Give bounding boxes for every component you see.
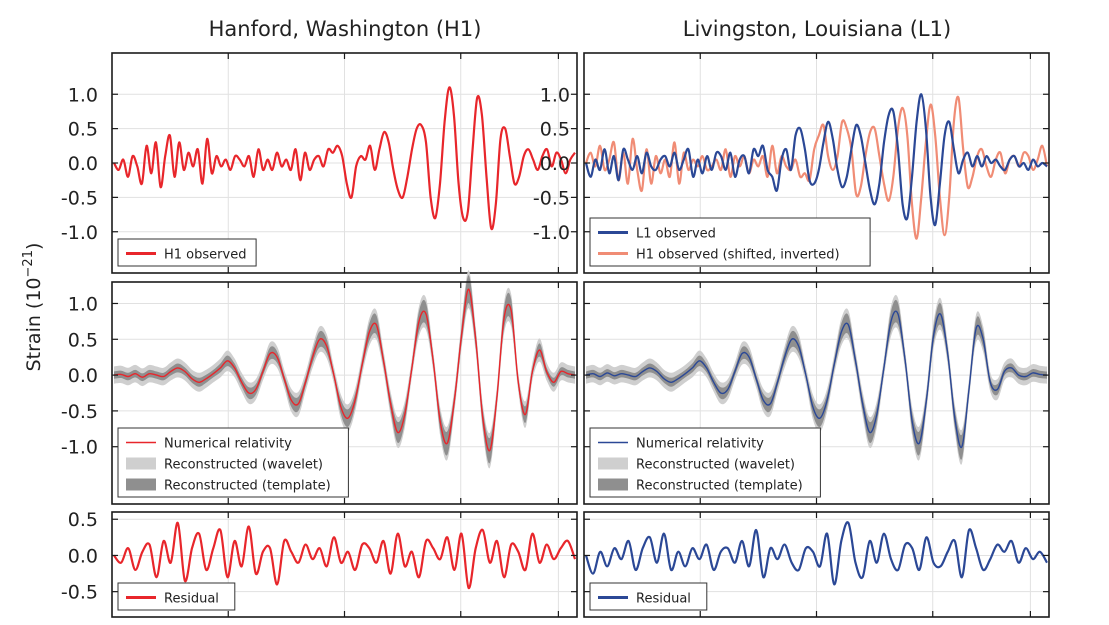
y-tick-label: 0.5 bbox=[68, 509, 98, 531]
legend-label: Numerical relativity bbox=[636, 437, 764, 452]
band-reconstructed-wavelet- bbox=[586, 294, 1047, 465]
y-tick-label: -0.5 bbox=[61, 582, 98, 604]
legend-label: Numerical relativity bbox=[164, 437, 292, 452]
series-line-residual bbox=[584, 521, 1048, 586]
legend: Residual bbox=[117, 582, 236, 611]
series-line-numerical-relativity bbox=[113, 288, 576, 452]
y-tick-label: -1.0 bbox=[61, 437, 98, 459]
y-tick-label: 0.5 bbox=[540, 119, 570, 141]
svg-text:Strain (10−21): Strain (10−21) bbox=[21, 243, 45, 372]
title-l1: Livingston, Louisiana (L1) bbox=[683, 17, 951, 41]
legend-swatch bbox=[598, 457, 628, 470]
y-tick-label: -0.5 bbox=[61, 401, 98, 423]
legend: Numerical relativity Reconstructed (wavel… bbox=[589, 427, 821, 498]
panel-top-right: 1.0 0.5 0.0 -0.5 -1.0 L1 observed H1 observed … bbox=[533, 52, 1050, 274]
legend: L1 observed H1 observed (shifted, inverte… bbox=[589, 217, 871, 267]
y-tick-label: 0.0 bbox=[68, 545, 98, 567]
legend-box bbox=[589, 217, 871, 267]
legend-label: Reconstructed (wavelet) bbox=[164, 458, 323, 473]
y-tick-label: 1.0 bbox=[540, 84, 570, 106]
legend-label: Residual bbox=[636, 592, 691, 607]
y-tick-label: 0.0 bbox=[68, 365, 98, 387]
band-reconstructed-template- bbox=[586, 299, 1047, 460]
y-axis-label: Strain (10−21) bbox=[21, 243, 45, 372]
y-tick-label: -1.0 bbox=[533, 222, 570, 244]
legend: H1 observed bbox=[117, 238, 257, 267]
panel-bottom-right: Residual bbox=[583, 511, 1050, 618]
legend-label: H1 observed (shifted, inverted) bbox=[636, 248, 840, 263]
legend-swatch bbox=[126, 478, 156, 491]
legend-swatch bbox=[598, 478, 628, 491]
series-line-h-observed-shifted-inverted- bbox=[584, 95, 1049, 240]
ylabel-exponent: −21 bbox=[21, 250, 36, 277]
series-line-l-observed bbox=[584, 93, 1048, 227]
panel-top-left: 1.0 0.5 0.0 -0.5 -1.0 H1 observed bbox=[61, 52, 578, 274]
legend-box bbox=[117, 427, 349, 498]
y-tick-label: 0.5 bbox=[68, 119, 98, 141]
legend-label: Reconstructed (template) bbox=[164, 479, 331, 494]
panels: 1.0 0.5 0.0 -0.5 -1.0 H1 observed 1.0 0.5 0.0 -0.… bbox=[61, 52, 1050, 618]
series-line-h-observed bbox=[113, 86, 576, 231]
legend-label: Reconstructed (wavelet) bbox=[636, 458, 795, 473]
panel-bottom-left: 0.5 0.0 -0.5 Residual bbox=[61, 509, 578, 618]
legend: Numerical relativity Reconstructed (wavel… bbox=[117, 427, 349, 498]
series-line-numerical-relativity bbox=[585, 310, 1048, 449]
ylabel-text: Strain (10 bbox=[23, 277, 45, 371]
y-tick-label: 0.0 bbox=[68, 153, 98, 175]
y-tick-label: 1.0 bbox=[68, 293, 98, 315]
panel-middle-right: Numerical relativity Reconstructed (wavel… bbox=[583, 281, 1050, 505]
legend-label: H1 observed bbox=[164, 248, 246, 263]
panel-middle-left: 1.0 0.5 0.0 -0.5 -1.0 Numerical relativity Rec… bbox=[61, 270, 578, 505]
legend-label: L1 observed bbox=[636, 227, 716, 242]
y-tick-label: -0.5 bbox=[533, 187, 570, 209]
series-line-residual bbox=[113, 521, 577, 590]
legend-label: Residual bbox=[164, 592, 219, 607]
y-tick-label: 1.0 bbox=[68, 84, 98, 106]
title-h1: Hanford, Washington (H1) bbox=[209, 17, 482, 41]
y-tick-label: -0.5 bbox=[61, 187, 98, 209]
ylabel-close: ) bbox=[23, 243, 45, 250]
y-tick-label: -1.0 bbox=[61, 222, 98, 244]
legend-box bbox=[589, 427, 821, 498]
legend-label: Reconstructed (template) bbox=[636, 479, 803, 494]
y-tick-label: 0.5 bbox=[68, 329, 98, 351]
legend: Residual bbox=[589, 582, 708, 611]
legend-swatch bbox=[126, 457, 156, 470]
y-tick-label: 0.0 bbox=[540, 153, 570, 175]
